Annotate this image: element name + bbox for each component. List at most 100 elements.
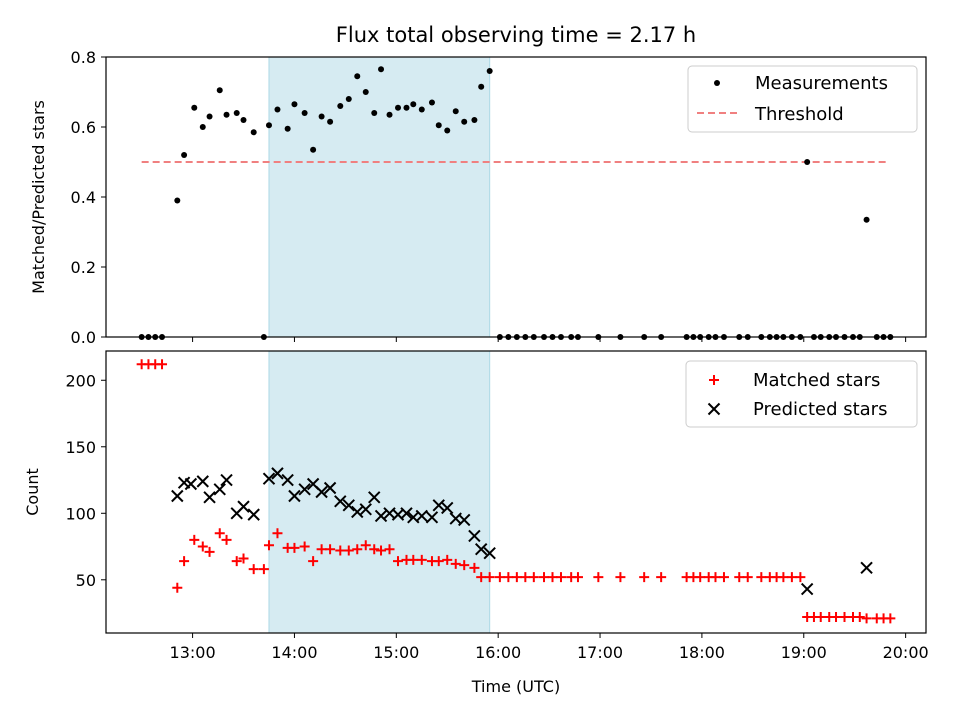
x-tick-label: 20:00 [883,643,929,662]
matched-star-point [360,540,371,551]
matched-star-point [408,554,419,565]
chart-title: Flux total observing time = 2.17 h [336,23,696,47]
predicted-star-point [458,513,471,527]
matched-star-point [718,572,729,583]
matched-star-point [231,556,242,567]
measurement-point [804,159,811,165]
matched-star-point [742,572,753,583]
measurement-point [240,117,247,123]
measurement-point [327,118,334,125]
measurement-point [223,111,230,118]
matched-star-point [369,544,380,555]
matched-star-point [839,612,850,623]
matched-star-point [376,545,387,556]
measurement-point [206,113,213,120]
predicted-star-point [368,491,381,504]
predicted-star-point [860,561,873,575]
matched-star-point [572,572,583,583]
matched-star-point [272,528,283,539]
matched-star-point [172,582,183,593]
legend-threshold-label: Threshold [754,104,844,125]
predicted-star-point [425,511,439,524]
measurement-point [378,66,385,73]
measurement-point [174,197,181,204]
legend-matched-marker [709,375,719,385]
matched-star-point [734,572,745,583]
predicted-star-point [271,467,284,480]
matched-star-point [335,545,346,556]
matched-star-point [476,572,487,583]
predicted-star-point [171,489,184,503]
x-tick-label: 18:00 [679,643,725,662]
predicted-star-point [247,508,260,521]
measurement-point [265,122,272,129]
x-axis-label: Time (UTC) [471,677,560,696]
predicted-star-point [184,477,198,491]
measurement-point [337,103,344,109]
matched-star-point [204,546,215,557]
measurement-point [362,89,369,95]
ratio-panel: 0.00.20.40.60.8 Matched/Predicted stars … [29,48,927,347]
measurement-point [199,124,206,130]
matched-star-point [433,556,444,567]
count-y-axis-label: Count [23,468,42,516]
matched-star-point [547,572,558,583]
predicted-star-point [288,489,301,503]
measurement-point [452,108,459,115]
measurement-point [301,110,308,116]
predicted-star-point [359,503,372,516]
legend-measurements-marker [714,80,720,86]
measurement-point [410,101,417,108]
matched-star-point [593,572,604,583]
x-tick-label: 15:00 [373,643,419,662]
matched-star-point [238,553,249,564]
predicted-star-point [441,501,454,515]
count-x-ticks: 13:00 14:00 15:00 16:00 17:00 18:00 19:00 20:00 [170,633,929,662]
legend-measurements-label: Measurements [755,73,888,94]
matched-star-point [511,572,522,583]
measurement-point [486,68,493,74]
measurement-point [435,122,442,129]
ratio-shaded-interval [268,56,491,338]
measurement-point [386,111,393,118]
predicted-star-point [281,473,294,487]
y-tick-label: 0.2 [71,258,96,277]
matched-star-point [539,572,550,583]
legend-predicted-label: Predicted stars [753,399,887,420]
matched-star-point [316,544,327,555]
matched-star-point [695,572,706,583]
count-legend: Matched stars Predicted stars [685,360,918,428]
matched-star-point [469,562,480,573]
y-tick-label: 0.0 [71,328,96,347]
matched-star-point [384,544,395,555]
measurement-point [291,101,298,108]
measurement-points [138,66,894,340]
matched-star-point [520,572,531,583]
matched-star-point [656,572,667,583]
predicted-star-point [415,509,428,523]
count-y-ticks: 50 100 150 200 [65,371,106,590]
measurement-point [863,216,870,223]
x-tick-label: 14:00 [271,643,317,662]
measurement-point [461,118,468,125]
legend-predicted-marker [707,402,721,416]
predicted-star-point [323,481,337,495]
predicted-star-point [334,495,347,508]
predicted-star-point [315,485,328,499]
predicted-star-point [196,475,209,488]
measurement-point [371,110,378,116]
measurement-point [428,99,435,106]
matched-star-point [189,534,200,545]
ratio-y-axis-label: Matched/Predicted stars [29,100,48,294]
matched-star-point [258,564,269,575]
measurement-point [418,106,425,113]
x-tick-label: 17:00 [577,643,623,662]
matched-star-point [308,556,319,567]
predicted-star-point [400,507,413,520]
matched-star-point [263,540,274,551]
matched-star-point [416,554,427,565]
predicted-star-point [262,472,276,485]
matched-star-point [885,613,896,624]
matched-star-point [854,612,865,623]
